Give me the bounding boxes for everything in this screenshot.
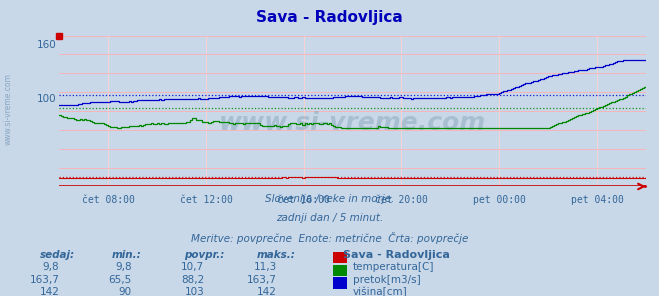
Text: pet 04:00: pet 04:00 xyxy=(571,195,623,205)
Text: 142: 142 xyxy=(257,287,277,296)
Text: čet 08:00: čet 08:00 xyxy=(82,195,134,205)
Text: 163,7: 163,7 xyxy=(247,275,277,285)
Text: 163,7: 163,7 xyxy=(30,275,59,285)
Text: zadnji dan / 5 minut.: zadnji dan / 5 minut. xyxy=(276,213,383,223)
Text: čet 20:00: čet 20:00 xyxy=(375,195,428,205)
Text: 90: 90 xyxy=(119,287,132,296)
Text: 9,8: 9,8 xyxy=(115,262,132,272)
Text: Sava - Radovljica: Sava - Radovljica xyxy=(256,10,403,25)
Text: 10,7: 10,7 xyxy=(181,262,204,272)
Text: 103: 103 xyxy=(185,287,204,296)
Text: pretok[m3/s]: pretok[m3/s] xyxy=(353,275,420,285)
Text: www.si-vreme.com: www.si-vreme.com xyxy=(3,74,13,145)
Text: povpr.:: povpr.: xyxy=(185,250,225,260)
Text: 88,2: 88,2 xyxy=(181,275,204,285)
Text: čet 16:00: čet 16:00 xyxy=(277,195,330,205)
Text: 11,3: 11,3 xyxy=(254,262,277,272)
Text: čet 12:00: čet 12:00 xyxy=(179,195,233,205)
Text: maks.:: maks.: xyxy=(257,250,296,260)
Text: www.si-vreme.com: www.si-vreme.com xyxy=(219,111,486,135)
Text: 9,8: 9,8 xyxy=(43,262,59,272)
Text: Meritve: povprečne  Enote: metrične  Črta: povprečje: Meritve: povprečne Enote: metrične Črta:… xyxy=(191,232,468,244)
Text: sedaj:: sedaj: xyxy=(40,250,74,260)
Text: 142: 142 xyxy=(40,287,59,296)
Text: Slovenija / reke in morje.: Slovenija / reke in morje. xyxy=(265,194,394,204)
Text: 65,5: 65,5 xyxy=(109,275,132,285)
Text: pet 00:00: pet 00:00 xyxy=(473,195,526,205)
Text: Sava - Radovljica: Sava - Radovljica xyxy=(343,250,449,260)
Text: višina[cm]: višina[cm] xyxy=(353,287,407,296)
Text: temperatura[C]: temperatura[C] xyxy=(353,262,434,272)
Text: min.:: min.: xyxy=(112,250,142,260)
